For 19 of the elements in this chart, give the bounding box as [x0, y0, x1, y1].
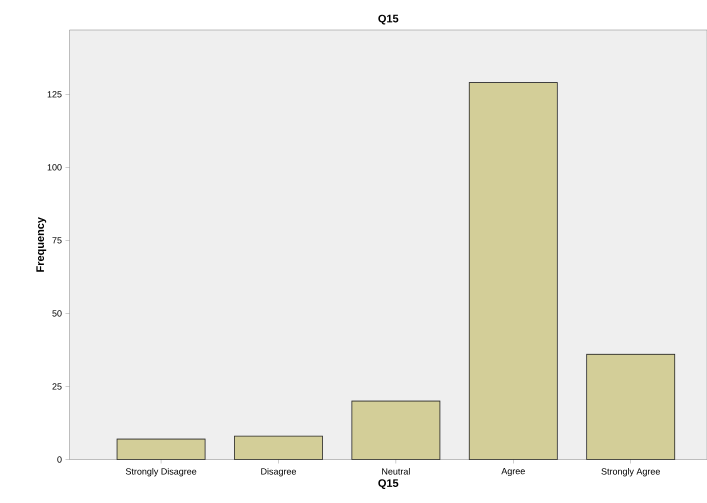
- y-tick-label: 0: [57, 456, 62, 463]
- chart-title: Q15: [378, 14, 398, 24]
- bar: [234, 436, 323, 460]
- bar: [468, 82, 558, 460]
- y-tick-label: 125: [48, 91, 62, 98]
- y-axis-title: Frequency: [36, 217, 46, 272]
- y-tick-label: 50: [52, 310, 62, 317]
- x-tick-label: Neutral: [382, 468, 410, 475]
- x-tick-label: Agree: [501, 468, 525, 476]
- bar: [116, 438, 206, 460]
- y-tick-label: 75: [52, 237, 62, 244]
- y-tick-label: 100: [48, 164, 62, 170]
- bar: [586, 354, 676, 460]
- x-tick-label: Disagree: [261, 468, 296, 476]
- bar: [351, 400, 440, 460]
- x-axis-title: Q15: [378, 479, 398, 490]
- x-tick-label: Strongly Disagree: [126, 468, 196, 476]
- y-tick-label: 25: [52, 383, 62, 390]
- x-tick-label: Strongly Agree: [601, 468, 660, 476]
